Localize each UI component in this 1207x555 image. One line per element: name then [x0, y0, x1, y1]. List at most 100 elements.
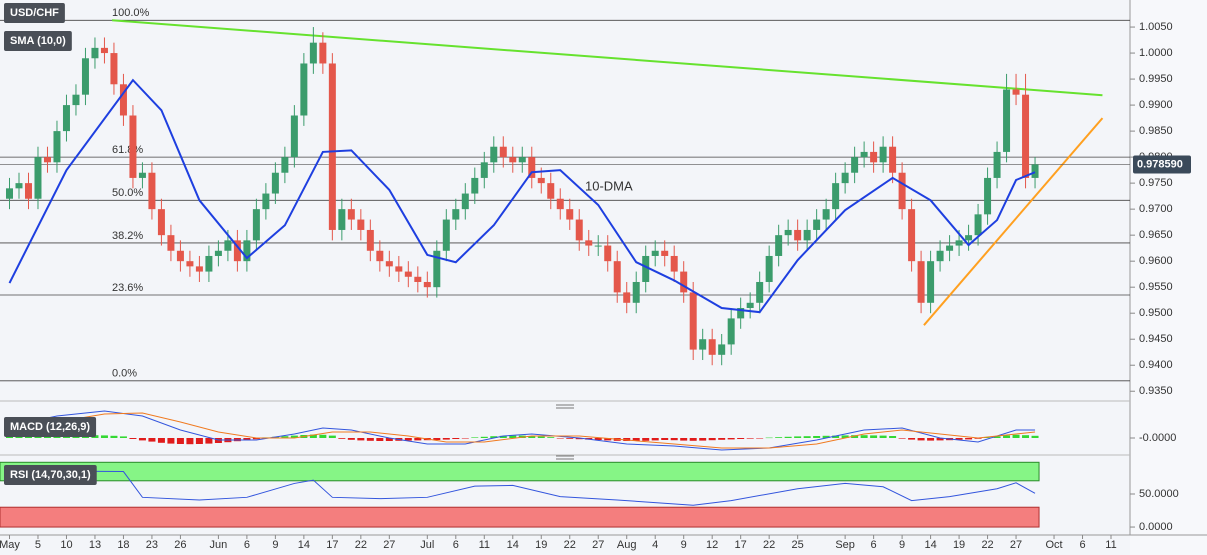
candle-body — [1003, 89, 1011, 152]
candle-body — [775, 235, 783, 256]
candle-body — [746, 302, 754, 308]
candle-body — [794, 229, 802, 241]
axis-background — [1130, 0, 1207, 555]
histogram-bar — [756, 438, 764, 439]
splitter-handle[interactable] — [556, 455, 574, 460]
candle-body — [395, 266, 403, 272]
candle-body — [575, 219, 583, 241]
annotation: 10-DMA — [585, 178, 633, 193]
histogram-bar — [765, 437, 773, 439]
candle-body — [43, 157, 51, 163]
last-price-box — [1133, 155, 1191, 174]
sma-line — [8, 78, 1036, 314]
candle-body — [651, 250, 659, 256]
histogram-bar — [404, 438, 412, 441]
candle-body — [537, 177, 545, 184]
candle-body — [24, 183, 32, 199]
x-tick-label: 22 — [981, 539, 993, 551]
x-tick-label: Sep — [835, 539, 855, 551]
x-tick-label: 27 — [383, 539, 395, 551]
panel-title: MACD (12,26,9) — [10, 421, 90, 433]
candle-body — [376, 250, 384, 262]
splitter-handle[interactable] — [556, 404, 574, 409]
candle-body — [1012, 89, 1020, 95]
y-tick-label: 0.9350 — [1139, 385, 1173, 397]
histogram-bar — [110, 435, 118, 438]
histogram-bar — [870, 435, 878, 438]
histogram-bar — [281, 436, 289, 438]
candle-body — [5, 188, 13, 199]
histogram-bar — [642, 438, 650, 441]
x-tick-label: 12 — [706, 539, 718, 551]
candle-body — [813, 219, 821, 230]
legend-entry-box — [4, 31, 72, 51]
histogram-bar — [566, 438, 574, 439]
y-tick-label: 50.0000 — [1139, 488, 1179, 500]
histogram-bar — [290, 435, 298, 438]
fib-label: 23.6% — [112, 282, 143, 294]
histogram-bar — [471, 437, 479, 438]
histogram-bar — [832, 435, 840, 438]
histogram-bar — [556, 438, 564, 439]
histogram-bar — [186, 438, 194, 445]
x-tick-label: 17 — [735, 539, 747, 551]
histogram-bar — [851, 435, 859, 438]
x-tick-label: 14 — [298, 539, 310, 551]
x-tick-label: 27 — [1010, 539, 1022, 551]
histogram-bar — [176, 438, 184, 444]
candle-body — [623, 292, 631, 303]
histogram-bar — [252, 438, 260, 440]
candle-body — [347, 209, 355, 220]
candle-body — [328, 63, 336, 230]
candle-body — [718, 344, 726, 355]
candle-body — [195, 266, 203, 272]
candle-body — [547, 183, 555, 199]
candle-body — [34, 157, 42, 199]
candle-body — [138, 172, 146, 178]
candle-body — [898, 172, 906, 210]
candle-body — [490, 146, 498, 163]
x-tick-label: Aug — [617, 539, 637, 551]
histogram-bar — [376, 438, 384, 441]
candle-body — [632, 281, 640, 303]
x-tick-label: 4 — [652, 539, 658, 551]
x-tick-label: Jun — [210, 539, 228, 551]
candle-body — [338, 209, 346, 230]
candle-body — [423, 281, 431, 288]
candle-body — [889, 146, 897, 173]
y-tick-label: 0.0000 — [1139, 521, 1173, 533]
candle-body — [461, 193, 469, 210]
histogram-bar — [803, 436, 811, 438]
candle-body — [908, 209, 916, 262]
x-tick-label: 6 — [453, 539, 459, 551]
histogram-bar — [632, 438, 640, 441]
fib-label: 0.0% — [112, 368, 137, 380]
histogram-bar — [414, 438, 422, 441]
histogram-bar — [794, 436, 802, 438]
y-tick-label: 0.9600 — [1139, 255, 1173, 267]
histogram-bar — [594, 438, 602, 440]
candle-body — [765, 255, 773, 282]
x-tick-label: 9 — [272, 539, 278, 551]
fib-label: 61.8% — [112, 144, 143, 156]
candle-body — [433, 250, 441, 288]
histogram-bar — [319, 434, 327, 438]
histogram-bar — [385, 438, 393, 441]
panel-title: RSI (14,70,30,1) — [10, 469, 91, 481]
histogram-bar — [651, 438, 659, 441]
candle-body — [1031, 164, 1039, 178]
histogram-bar — [879, 435, 887, 438]
candle-body — [984, 177, 992, 215]
histogram-bar — [100, 435, 108, 438]
histogram-bar — [5, 436, 13, 438]
histogram-bar — [433, 438, 441, 440]
candle-body — [727, 318, 735, 345]
candle-body — [946, 245, 954, 251]
histogram-bar — [461, 438, 469, 439]
histogram-bar — [917, 438, 925, 441]
histogram-bar — [1031, 435, 1039, 438]
histogram-bar — [699, 438, 707, 441]
x-tick-label: Oct — [1045, 539, 1062, 551]
